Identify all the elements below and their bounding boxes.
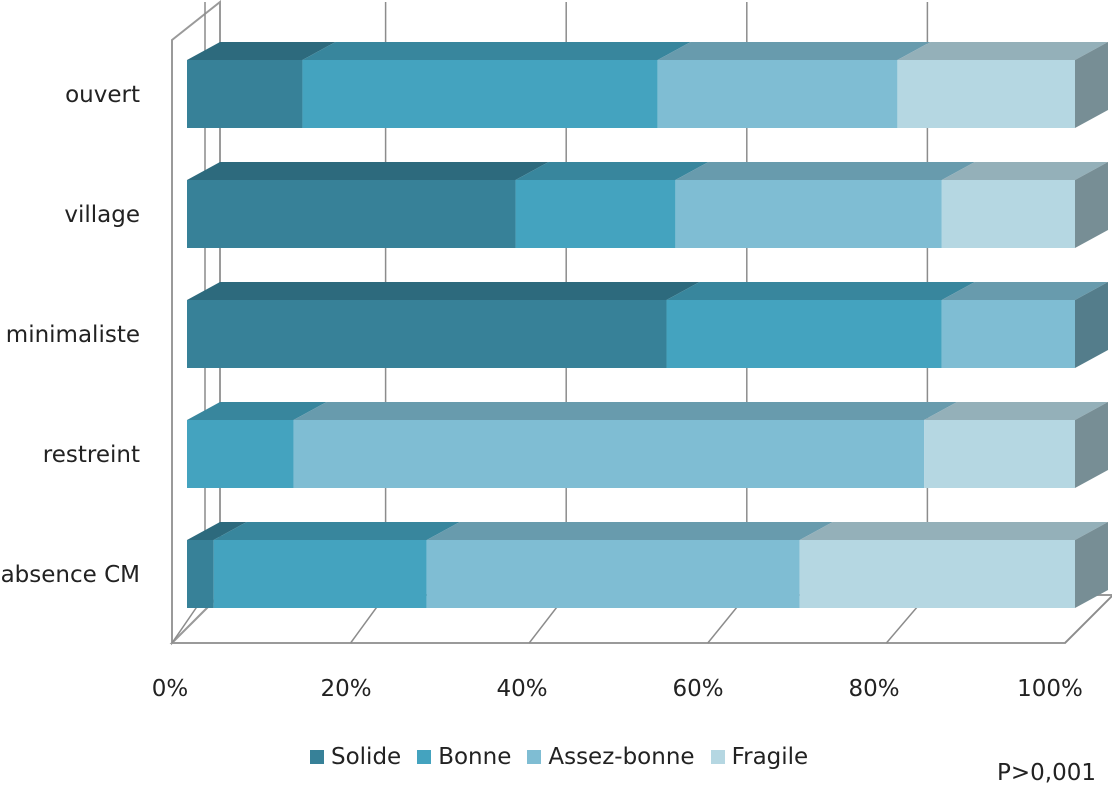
legend-item: Solide	[310, 744, 401, 770]
bar-front-face	[924, 420, 1075, 488]
category-label: village	[64, 202, 140, 228]
bar-top-face	[187, 42, 336, 60]
bar-side-face	[1075, 402, 1108, 488]
bar-top-face	[187, 282, 700, 300]
x-tick-label: 0%	[152, 676, 189, 702]
bar-top-face	[657, 42, 931, 60]
bar-front-face	[675, 180, 942, 248]
legend: Solide Bonne Assez-bonne Fragile	[310, 742, 824, 772]
x-axis-ticks: 0% 20% 40% 60% 80% 100%	[152, 676, 1083, 702]
bar-solide-absence-cm	[187, 522, 247, 608]
bar-top-face	[187, 522, 247, 540]
bar-bonne-minimaliste	[666, 282, 975, 368]
bar-front-face	[897, 60, 1075, 128]
bar-front-face	[515, 180, 676, 248]
legend-item: Assez-bonne	[527, 744, 695, 770]
x-tick-label: 40%	[496, 676, 547, 702]
category-label: ouvert	[65, 82, 140, 108]
legend-label: Bonne	[438, 744, 512, 770]
bar-assez-bonne-absence-cm	[426, 522, 833, 608]
legend-swatch	[417, 750, 432, 764]
bar-assez-bonne-restreint	[293, 402, 958, 488]
bar-bonne-absence-cm	[213, 522, 460, 608]
bars	[187, 42, 1108, 608]
bar-front-face	[187, 300, 667, 368]
bar-front-face	[213, 540, 427, 608]
bar-top-face	[187, 402, 327, 420]
bar-assez-bonne-ouvert	[657, 42, 931, 128]
bar-bonne-village	[515, 162, 709, 248]
bar-top-face	[213, 522, 460, 540]
bar-assez-bonne-village	[675, 162, 975, 248]
bar-front-face	[302, 60, 658, 128]
legend-swatch	[527, 750, 542, 764]
bar-bonne-ouvert	[302, 42, 691, 128]
floor-gridline	[1064, 594, 1112, 644]
bar-top-face	[799, 522, 1108, 540]
bar-top-face	[302, 42, 691, 60]
bar-side-face	[1075, 522, 1108, 608]
bar-side-face	[1075, 42, 1108, 128]
bar-top-face	[426, 522, 833, 540]
category-label: absence CM	[1, 562, 140, 588]
bar-front-face	[187, 540, 214, 608]
bar-top-face	[941, 282, 1108, 300]
bar-assez-bonne-minimaliste	[941, 282, 1108, 368]
x-tick-label: 80%	[848, 676, 899, 702]
bar-front-face	[666, 300, 942, 368]
x-tick-label: 60%	[672, 676, 723, 702]
legend-item: Fragile	[710, 744, 809, 770]
p-value-annotation: P>0,001	[997, 760, 1096, 786]
legend-label: Assez-bonne	[548, 744, 695, 770]
bar-front-face	[187, 420, 294, 488]
bar-front-face	[187, 180, 516, 248]
bar-fragile-village	[941, 162, 1108, 248]
category-label: restreint	[43, 442, 140, 468]
bar-front-face	[941, 300, 1075, 368]
category-label: minimaliste	[6, 322, 140, 348]
bar-bonne-restreint	[187, 402, 327, 488]
bar-top-face	[187, 162, 549, 180]
bar-top-face	[515, 162, 709, 180]
bar-front-face	[941, 180, 1075, 248]
legend-label: Fragile	[731, 744, 809, 770]
bar-top-face	[924, 402, 1108, 420]
bar-solide-ouvert	[187, 42, 336, 128]
bar-top-face	[675, 162, 975, 180]
bar-top-face	[293, 402, 958, 420]
bar-solide-minimaliste	[187, 282, 700, 368]
bar-side-face	[1075, 282, 1108, 368]
bar-fragile-restreint	[924, 402, 1108, 488]
bar-front-face	[657, 60, 898, 128]
legend-swatch	[710, 750, 725, 764]
bar-fragile-ouvert	[897, 42, 1108, 128]
legend-swatch	[310, 750, 324, 764]
bar-front-face	[187, 60, 303, 128]
bar-top-face	[666, 282, 975, 300]
bar-top-face	[941, 162, 1108, 180]
bar-top-face	[897, 42, 1108, 60]
bar-side-face	[1075, 162, 1108, 248]
legend-label: Solide	[331, 744, 402, 770]
bar-fragile-absence-cm	[799, 522, 1108, 608]
legend-item: Bonne	[417, 744, 511, 770]
bar-front-face	[426, 540, 800, 608]
x-tick-label: 20%	[320, 676, 371, 702]
bar-solide-village	[187, 162, 549, 248]
x-tick-label: 100%	[1017, 676, 1083, 702]
bar-front-face	[799, 540, 1075, 608]
category-labels: ouvert village minimaliste restreint absence…	[1, 82, 140, 588]
bar-front-face	[293, 420, 925, 488]
